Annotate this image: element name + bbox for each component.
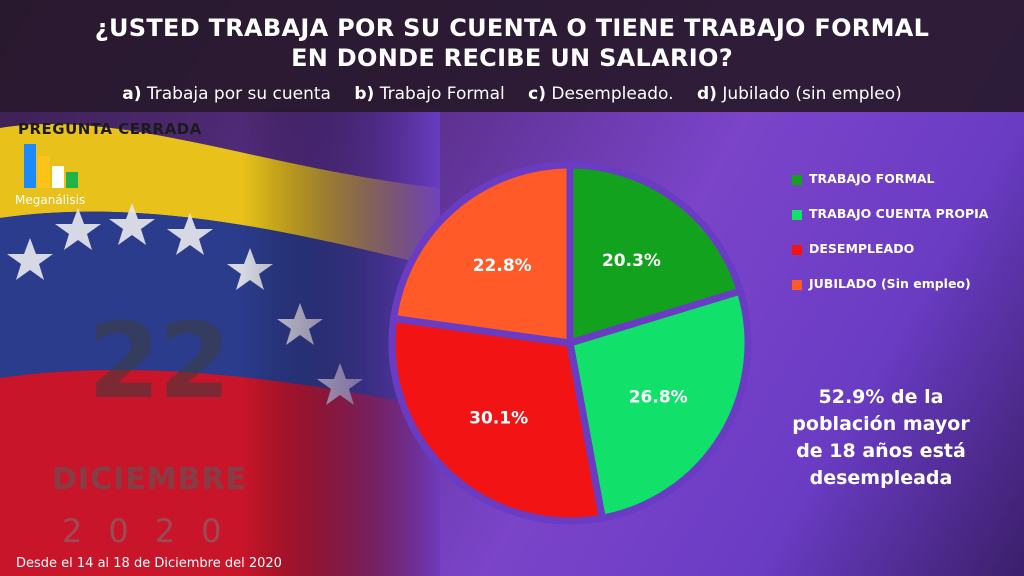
note-line: desempleada (809, 467, 953, 489)
note-line: población mayor (792, 413, 970, 435)
background-day: 22 (88, 300, 231, 422)
legend-swatch (792, 210, 802, 220)
bar-logo-icon (24, 144, 78, 188)
legend-swatch (792, 280, 802, 290)
header-bar: ¿USTED TRABAJA POR SU CUENTA O TIENE TRA… (0, 0, 1024, 112)
slice-data-label: 22.8% (473, 256, 532, 276)
legend-label: TRABAJO CUENTA PROPIA (809, 206, 989, 221)
venezuela-flag-icon (0, 108, 440, 576)
pie-slice (389, 161, 574, 348)
note-line: 52.9% de la (818, 386, 944, 408)
legend-swatch (792, 175, 802, 185)
pie-slice (566, 161, 745, 348)
background-year: 2020 (62, 512, 248, 550)
legend-swatch (792, 245, 802, 255)
note-line: de 18 años está (796, 440, 966, 462)
option-a: a) Trabaja por su cuenta (122, 84, 331, 104)
option-c: c) Desempleado. (528, 84, 674, 104)
legend-label: JUBILADO (Sin empleo) (809, 276, 971, 291)
pie-chart: 20.3% 26.8% 30.1% 22.8% (388, 161, 752, 525)
legend-label: TRABAJO FORMAL (809, 171, 935, 186)
chart-title-line1: ¿USTED TRABAJA POR SU CUENTA O TIENE TRA… (94, 14, 930, 42)
question-type-badge: PREGUNTA CERRADA (18, 120, 202, 138)
pie-slice (388, 314, 607, 525)
slice-data-label: 26.8% (629, 388, 688, 408)
option-d: d) Jubilado (sin empleo) (696, 84, 902, 104)
chart-title-line2: EN DONDE RECIBE UN SALARIO? (291, 44, 733, 72)
answer-options: a) Trabaja por su cuenta b) Trabajo Form… (0, 84, 1024, 104)
legend-label: DESEMPLEADO (809, 241, 915, 256)
summary-note: 52.9% de la población mayor de 18 años e… (772, 384, 990, 492)
option-b: b) Trabajo Formal (354, 84, 505, 104)
logo-text: Meganálisis (15, 193, 86, 207)
background-month: DICIEMBRE (52, 462, 248, 497)
slice-data-label: 20.3% (602, 251, 661, 271)
footer-date-range: Desde el 14 al 18 de Diciembre del 2020 (16, 556, 282, 571)
slice-data-label: 30.1% (469, 409, 528, 429)
pie-slice (565, 286, 752, 523)
